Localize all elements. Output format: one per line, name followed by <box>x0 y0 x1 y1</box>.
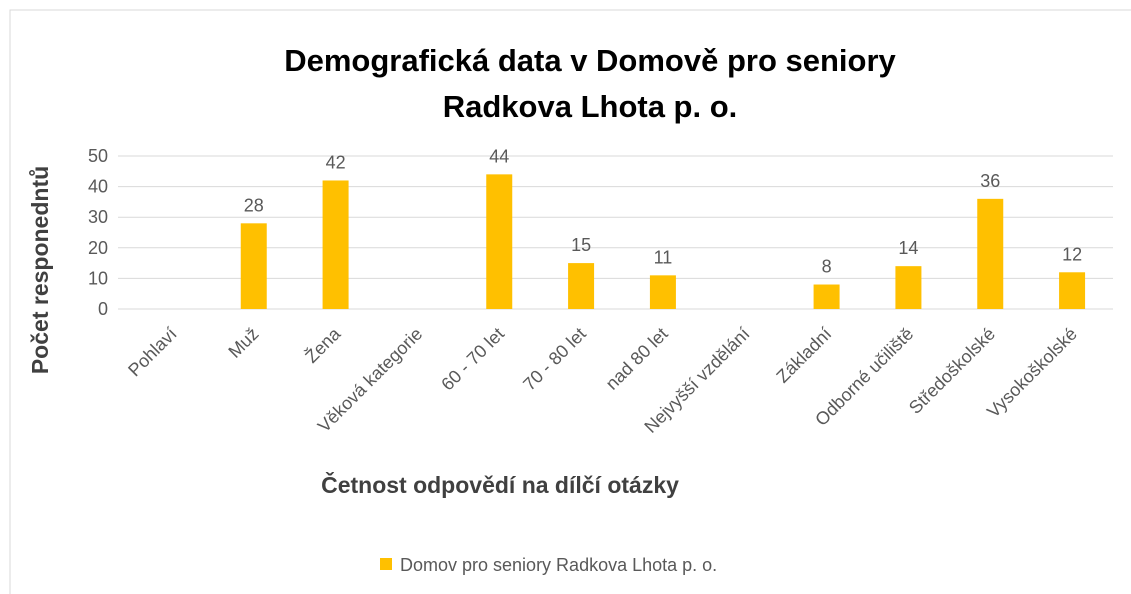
x-tick-label: nad 80 let <box>602 324 672 394</box>
x-tick-label: Středoškolské <box>905 324 999 418</box>
y-tick-label: 10 <box>88 268 108 288</box>
y-axis-label: Počet responedntů <box>27 166 53 374</box>
bar <box>568 263 595 309</box>
bar <box>977 198 1004 309</box>
data-label: 14 <box>898 238 918 258</box>
x-tick-label: Základní <box>772 324 835 387</box>
bar <box>240 223 267 309</box>
data-label: 36 <box>980 171 1000 191</box>
y-tick-label: 50 <box>88 146 108 166</box>
data-label: 42 <box>326 152 346 172</box>
data-label: 8 <box>822 257 832 277</box>
data-label: 28 <box>244 195 264 215</box>
x-tick-label: Pohlaví <box>124 324 181 381</box>
x-tick-label: Muž <box>224 324 262 362</box>
x-tick-label: Žena <box>301 323 345 367</box>
bar <box>649 275 676 309</box>
y-tick-label: 20 <box>88 238 108 258</box>
data-label: 12 <box>1062 244 1082 264</box>
data-label: 11 <box>654 247 673 267</box>
bar <box>813 284 840 309</box>
bar <box>895 266 922 309</box>
legend-swatch <box>380 558 392 570</box>
y-tick-label: 40 <box>88 177 108 197</box>
x-tick-label: 70 - 80 let <box>519 324 590 395</box>
bar <box>486 174 513 309</box>
legend-label: Domov pro seniory Radkova Lhota p. o. <box>400 555 717 575</box>
bar <box>1059 272 1086 309</box>
data-label: 44 <box>489 146 509 166</box>
y-tick-label: 0 <box>98 299 108 319</box>
chart-border <box>9 9 1131 594</box>
bar <box>322 180 349 309</box>
y-tick-label: 30 <box>88 207 108 227</box>
chart-title: Demografická data v Domově pro seniory R… <box>284 43 896 124</box>
x-tick-label: 60 - 70 let <box>437 324 508 395</box>
data-label: 15 <box>571 235 591 255</box>
x-axis-label: Četnost odpovědí na dílčí otázky <box>321 471 679 498</box>
